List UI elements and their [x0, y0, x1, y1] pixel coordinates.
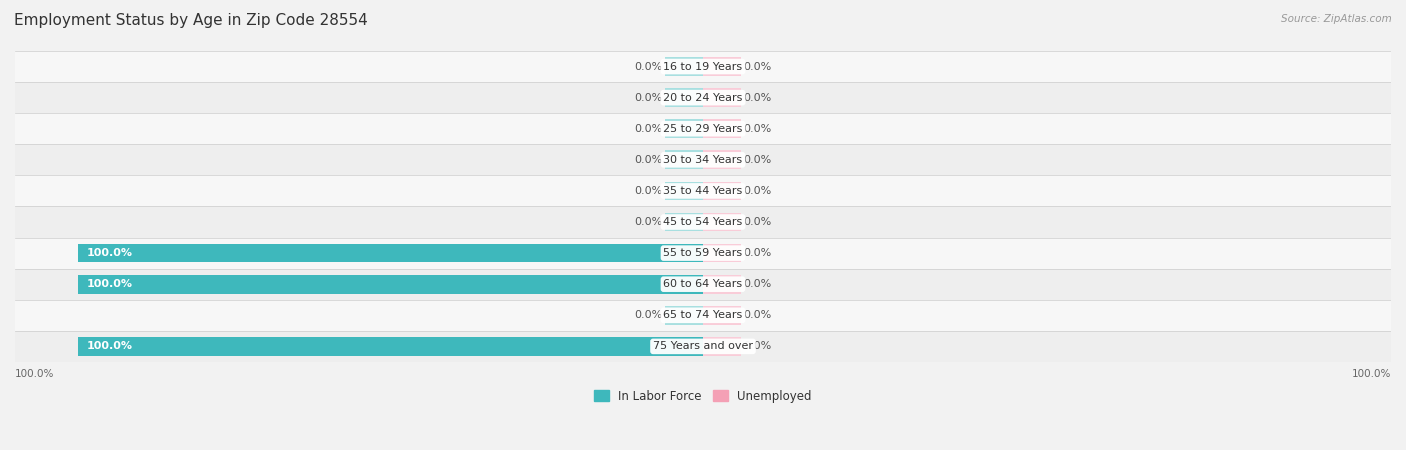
- Text: 45 to 54 Years: 45 to 54 Years: [664, 217, 742, 227]
- Text: 0.0%: 0.0%: [744, 310, 772, 320]
- Text: 0.0%: 0.0%: [634, 62, 662, 72]
- Bar: [703, 244, 741, 262]
- Bar: [665, 119, 703, 138]
- Legend: In Labor Force, Unemployed: In Labor Force, Unemployed: [595, 390, 811, 403]
- Bar: [665, 182, 703, 200]
- Text: 100.0%: 100.0%: [1351, 369, 1391, 379]
- Bar: [15, 144, 1391, 176]
- Text: 0.0%: 0.0%: [634, 186, 662, 196]
- Bar: [703, 119, 741, 138]
- Text: 100.0%: 100.0%: [87, 279, 134, 289]
- Text: 0.0%: 0.0%: [634, 310, 662, 320]
- Bar: [665, 150, 703, 169]
- Text: 0.0%: 0.0%: [634, 124, 662, 134]
- Text: 100.0%: 100.0%: [87, 342, 134, 351]
- Text: 0.0%: 0.0%: [744, 342, 772, 351]
- Bar: [77, 244, 703, 262]
- Text: 0.0%: 0.0%: [744, 217, 772, 227]
- Bar: [703, 275, 741, 293]
- Text: 35 to 44 Years: 35 to 44 Years: [664, 186, 742, 196]
- Text: 0.0%: 0.0%: [744, 155, 772, 165]
- Text: 0.0%: 0.0%: [744, 124, 772, 134]
- Text: 0.0%: 0.0%: [744, 279, 772, 289]
- Bar: [703, 150, 741, 169]
- Bar: [15, 269, 1391, 300]
- Text: Employment Status by Age in Zip Code 28554: Employment Status by Age in Zip Code 285…: [14, 14, 368, 28]
- Bar: [15, 176, 1391, 207]
- Text: 100.0%: 100.0%: [15, 369, 55, 379]
- Text: 25 to 29 Years: 25 to 29 Years: [664, 124, 742, 134]
- Text: 60 to 64 Years: 60 to 64 Years: [664, 279, 742, 289]
- Bar: [703, 88, 741, 107]
- Bar: [77, 337, 703, 356]
- Text: 0.0%: 0.0%: [744, 248, 772, 258]
- Bar: [15, 82, 1391, 113]
- Text: 75 Years and over: 75 Years and over: [652, 342, 754, 351]
- Bar: [15, 238, 1391, 269]
- Bar: [703, 306, 741, 324]
- Text: 65 to 74 Years: 65 to 74 Years: [664, 310, 742, 320]
- Bar: [703, 182, 741, 200]
- Bar: [665, 306, 703, 324]
- Text: Source: ZipAtlas.com: Source: ZipAtlas.com: [1281, 14, 1392, 23]
- Text: 0.0%: 0.0%: [744, 186, 772, 196]
- Text: 0.0%: 0.0%: [744, 93, 772, 103]
- Bar: [665, 57, 703, 76]
- Text: 16 to 19 Years: 16 to 19 Years: [664, 62, 742, 72]
- Bar: [15, 207, 1391, 238]
- Text: 0.0%: 0.0%: [634, 217, 662, 227]
- Text: 0.0%: 0.0%: [634, 155, 662, 165]
- Bar: [15, 113, 1391, 144]
- Bar: [703, 337, 741, 356]
- Bar: [703, 213, 741, 231]
- Bar: [15, 300, 1391, 331]
- Bar: [665, 88, 703, 107]
- Text: 55 to 59 Years: 55 to 59 Years: [664, 248, 742, 258]
- Text: 100.0%: 100.0%: [87, 248, 134, 258]
- Text: 0.0%: 0.0%: [744, 62, 772, 72]
- Bar: [15, 331, 1391, 362]
- Text: 30 to 34 Years: 30 to 34 Years: [664, 155, 742, 165]
- Text: 20 to 24 Years: 20 to 24 Years: [664, 93, 742, 103]
- Bar: [15, 51, 1391, 82]
- Bar: [665, 213, 703, 231]
- Text: 0.0%: 0.0%: [634, 93, 662, 103]
- Bar: [703, 57, 741, 76]
- Bar: [77, 275, 703, 293]
